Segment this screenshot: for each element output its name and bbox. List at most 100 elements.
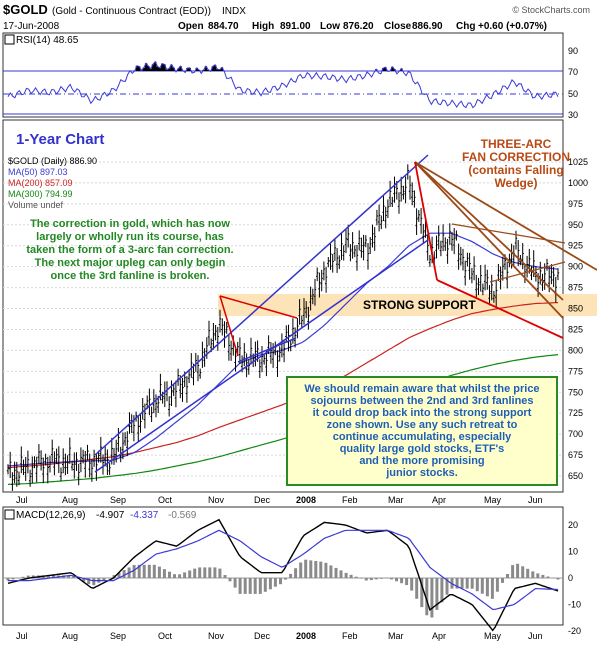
rsi-tick-90: 90	[568, 46, 578, 56]
macd-hist-bar	[107, 577, 111, 579]
macd-hist-bar	[203, 567, 207, 578]
macd-hist-bar	[546, 576, 550, 578]
macd-tick-label: -20	[568, 626, 581, 636]
rsi-panel: RSI(14) 48.65 90 70 50 30	[2, 32, 578, 120]
macd-hist-bar	[551, 578, 555, 579]
macd-hist-bar	[294, 568, 298, 578]
macd-hist-bar	[67, 575, 71, 578]
price-tick-label: 700	[568, 429, 583, 439]
macd-panel: MACD(12,26,9) -4.907 -4.337 -0.569 20 10 0…	[2, 506, 581, 636]
chart-title: 1-Year Chart	[16, 131, 104, 148]
macd-hist-bar	[248, 578, 252, 594]
macd-value: -4.907	[96, 510, 125, 521]
fan-arc-1-drop	[414, 161, 438, 281]
rsi-tick-30: 30	[568, 110, 578, 120]
macd-hist-bar	[339, 570, 343, 578]
x-axis-bottom: Jul Aug Sep Oct Nov Dec 2008 Feb Mar Apr May Jun	[16, 631, 543, 641]
macd-hist-bar	[319, 561, 323, 578]
macd-hist-bar	[6, 578, 10, 581]
low-label: Low	[320, 21, 340, 32]
flag-upper-line	[219, 295, 298, 319]
macd-label: MACD(12,26,9)	[16, 510, 85, 521]
macd-hist-bar	[536, 573, 540, 578]
macd-tick-label: -10	[568, 600, 581, 610]
price-legend: $GOLD (Daily) 886.90 MA(50) 897.03 MA(20…	[8, 156, 97, 210]
month-label: Nov	[208, 495, 225, 505]
macd-hist-bar	[506, 574, 509, 578]
macd-hist-bar	[208, 567, 212, 578]
ma300-line	[7, 354, 559, 485]
price-tick-label: 725	[568, 408, 583, 418]
month-label: Aug	[62, 495, 78, 505]
macd-hist-bar	[273, 578, 277, 587]
wedge-upper-line	[451, 223, 566, 244]
legend-ma200: MA(200) 857.09	[8, 178, 73, 188]
date: 17-Jun-2008	[3, 21, 60, 32]
macd-hist-bar	[354, 576, 358, 578]
legend-gold: $GOLD (Daily) 886.90	[8, 156, 97, 166]
ma50-line	[7, 232, 559, 467]
macd-hist-bar	[233, 578, 237, 588]
fanline-3	[414, 161, 564, 301]
macd-hist-bar	[26, 575, 30, 578]
macd-hist-bar	[193, 568, 197, 578]
macd-hist-bar	[344, 572, 348, 578]
chg-label: Chg	[456, 21, 475, 32]
macd-hist-bar	[284, 578, 287, 580]
macd-hist-bar	[152, 564, 156, 579]
price-tick-label: 850	[568, 304, 583, 314]
macd-hist-bar	[309, 560, 313, 578]
macd-hist-bar	[430, 578, 434, 618]
arc-title: THREE-ARC FAN CORRECTION (contains Falli…	[462, 137, 570, 190]
macd-hist-bar	[304, 559, 308, 578]
note-box-line-8: junior stocks.	[385, 467, 458, 479]
macd-hist-bar	[516, 563, 520, 578]
macd-hist-bar	[223, 575, 227, 578]
note-box	[286, 376, 558, 486]
macd-hist-bar	[122, 570, 126, 578]
macd-hist-bar	[440, 578, 444, 603]
price-tick-label: 800	[568, 345, 583, 355]
macd-hist-bar	[72, 576, 76, 578]
macd-hist-bar	[359, 578, 363, 579]
macd-hist-bar	[405, 578, 409, 586]
macd-hist-bar	[162, 569, 166, 578]
fanline-2	[414, 161, 564, 319]
macd-signal-line	[8, 529, 559, 611]
macd-hist-bar	[157, 566, 161, 578]
macd-tick-label: 0	[568, 573, 573, 583]
macd-hist-bar	[253, 578, 257, 594]
note-left-line-2: largely or wholly run its course, has	[36, 231, 224, 243]
macd-hist-bar	[415, 578, 419, 599]
macd-hist-bar	[465, 578, 469, 589]
macd-hist-bar	[16, 578, 20, 579]
chg-value: +0.60 (+0.07%)	[478, 21, 547, 32]
high-value: 891.00	[280, 21, 311, 32]
month-label: Apr	[432, 495, 446, 505]
macd-hist-bar	[218, 568, 222, 578]
macd-hist-bar	[435, 578, 439, 610]
macd-hist-bar	[485, 578, 489, 597]
macd-hist-bar	[455, 578, 459, 589]
price-tick-label: 900	[568, 262, 583, 272]
ma200-line	[7, 302, 559, 469]
macd-hist-bar	[526, 568, 530, 578]
note-left-line-3: taken the form of a 3-arc fan correction…	[26, 244, 233, 256]
macd-hist-bar	[501, 578, 504, 583]
macd-hist-bar	[541, 574, 545, 578]
price-axis: 1025 1000 975 950 925 900 875 850 825 800 775 750 72…	[568, 157, 588, 481]
macd-hist-bar	[142, 564, 146, 579]
macd-hist-bar	[490, 578, 494, 599]
close-value: 886.90	[412, 21, 443, 32]
macd-hist-bar	[384, 578, 388, 579]
arc-title-line-1: THREE-ARC	[481, 137, 552, 151]
high-label: High	[252, 21, 274, 32]
macd-hist-bar	[178, 574, 182, 578]
macd-hist-value: -0.569	[168, 510, 197, 521]
price-tick-label: 975	[568, 199, 583, 209]
month-label-bottom: Apr	[432, 631, 446, 641]
macd-hist-bar	[46, 575, 50, 578]
macd-hist-bar	[379, 578, 383, 579]
note-left-line-5: once the 3rd fanline is broken.	[51, 270, 210, 282]
note-left: The correction in gold, which has now la…	[26, 218, 233, 282]
